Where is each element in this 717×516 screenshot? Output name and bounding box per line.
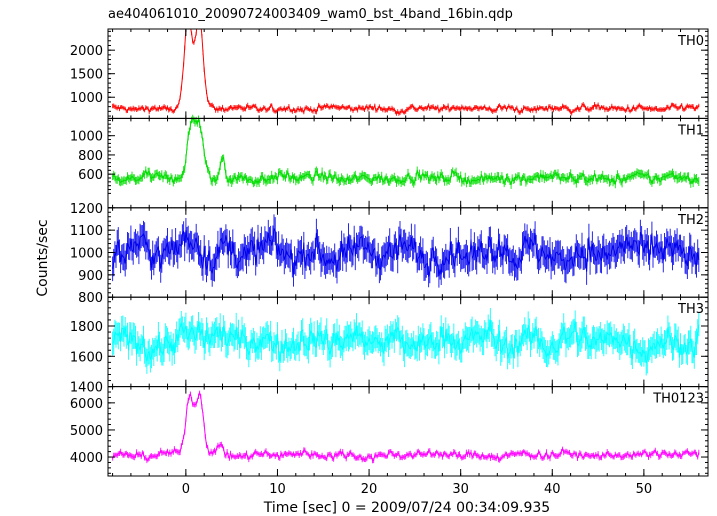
panel-th0123 (112, 390, 700, 464)
panel-label-th1: TH1 (677, 123, 704, 138)
panel-th0 (112, 12, 700, 116)
y-tick-label: 1100 (70, 224, 103, 239)
series-th0 (112, 12, 700, 116)
x-axis-label: Time [sec] 0 = 2009/07/24 00:34:09.935 (263, 500, 550, 516)
x-tick-label: 10 (269, 482, 286, 497)
panel-frame (107, 117, 709, 209)
data-line-th0 (112, 12, 700, 115)
y-tick-label: 1000 (70, 130, 103, 145)
series-th3 (112, 308, 700, 376)
y-tick-label: 6000 (70, 397, 103, 412)
panel-frame (107, 386, 709, 477)
panel-label-th0: TH0 (677, 34, 704, 49)
series-th0123 (112, 390, 700, 464)
x-tick-label: 40 (544, 482, 561, 497)
panel-label-th2: TH2 (677, 213, 704, 228)
y-tick-label: 4000 (70, 451, 103, 466)
y-axis-label: Counts/sec (35, 219, 51, 296)
y-tick-label: 1600 (70, 350, 103, 365)
data-line-th3 (112, 319, 700, 364)
panel-label-th0123: TH0123 (652, 392, 704, 407)
panel-th1 (112, 114, 700, 189)
y-tick-label: 5000 (70, 424, 103, 439)
panel-label-th3: TH3 (677, 302, 704, 317)
y-tick-label: 800 (78, 149, 103, 164)
y-tick-label: 1800 (70, 320, 103, 335)
x-tick-label: 0 (182, 482, 190, 497)
error-bars-th1 (112, 114, 700, 189)
y-tick-label: 600 (78, 168, 103, 183)
y-tick-label: 1000 (70, 247, 103, 262)
y-tick-label: 1200 (70, 202, 103, 217)
y-tick-label: 800 (78, 291, 103, 306)
x-tick-label: 50 (636, 482, 653, 497)
x-tick-label: 30 (452, 482, 469, 497)
panel-th3 (112, 308, 700, 376)
panel-frame (107, 28, 709, 119)
data-line-th1 (112, 117, 700, 186)
y-tick-label: 1000 (70, 91, 103, 106)
data-line-th2 (112, 228, 700, 277)
panel-th2 (112, 214, 700, 288)
series-th2 (112, 214, 700, 288)
error-bars-th2 (112, 214, 700, 288)
y-tick-label: 2000 (70, 44, 103, 59)
chart-title: ae404061010_20090724003409_wam0_bst_4ban… (108, 7, 513, 22)
data-line-th0123 (112, 391, 700, 462)
series-th1 (112, 114, 700, 189)
y-tick-label: 900 (78, 269, 103, 284)
error-bars-th0123 (112, 390, 700, 464)
y-tick-label: 1400 (70, 381, 103, 396)
y-tick-label: 1500 (70, 68, 103, 83)
x-tick-label: 20 (361, 482, 378, 497)
